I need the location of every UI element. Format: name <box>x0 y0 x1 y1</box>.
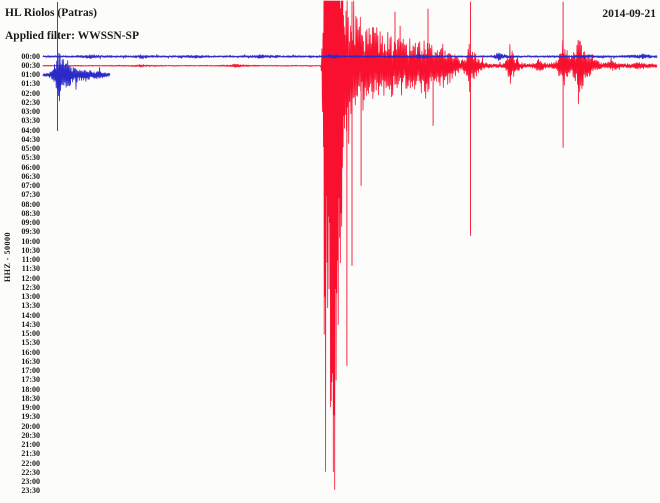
trace-row-0000 <box>42 52 658 61</box>
time-label: 05:30 <box>21 153 40 163</box>
time-label: 08:30 <box>21 208 40 218</box>
time-label: 11:30 <box>21 264 40 274</box>
time-label: 23:30 <box>21 486 40 496</box>
waveform <box>42 52 658 61</box>
waveform <box>42 0 658 490</box>
time-label: 04:00 <box>21 125 40 135</box>
time-label: 12:30 <box>21 282 40 292</box>
time-label: 05:00 <box>21 144 40 154</box>
time-label: 06:00 <box>21 162 40 172</box>
time-label: 10:30 <box>21 245 40 255</box>
time-label: 22:30 <box>21 467 40 477</box>
time-label: 03:00 <box>21 107 40 117</box>
time-label: 02:30 <box>21 97 40 107</box>
trace-row-0030 <box>42 0 658 490</box>
time-label: 16:00 <box>21 347 40 357</box>
time-label: 09:00 <box>21 218 40 228</box>
time-label: 13:30 <box>21 301 40 311</box>
time-label: 07:30 <box>21 190 40 200</box>
time-label: 19:00 <box>21 403 40 413</box>
time-label: 16:30 <box>21 356 40 366</box>
time-label: 00:00 <box>21 51 40 61</box>
time-label: 00:30 <box>21 60 40 70</box>
time-label: 13:00 <box>21 292 40 302</box>
time-label: 01:00 <box>21 70 40 79</box>
station-title: HL Riolos (Patras) <box>5 7 97 19</box>
time-label: 14:30 <box>21 319 40 329</box>
time-label: 12:00 <box>21 273 40 283</box>
time-label: 17:30 <box>21 375 40 385</box>
waveform <box>42 52 111 102</box>
time-label: 08:00 <box>21 199 40 209</box>
time-label: 17:00 <box>21 366 40 376</box>
time-label: 04:30 <box>21 134 40 144</box>
date-label: 2014-09-21 <box>602 8 656 20</box>
time-label: 11:00 <box>21 255 40 265</box>
time-label: 23:00 <box>21 477 40 487</box>
time-label: 15:30 <box>21 338 40 348</box>
time-label: 21:30 <box>21 449 40 459</box>
time-label: 20:30 <box>21 430 40 440</box>
filter-label: Applied filter: WWSSN-SP <box>5 30 139 42</box>
time-label: 03:30 <box>21 116 40 126</box>
time-label: 18:00 <box>21 384 40 394</box>
time-label: 21:00 <box>21 440 40 450</box>
time-label: 15:00 <box>21 329 40 339</box>
time-label: 01:30 <box>21 79 40 89</box>
time-label: 14:00 <box>21 310 40 320</box>
time-label: 06:30 <box>21 171 40 181</box>
time-label: 07:00 <box>21 181 40 191</box>
time-label: 19:30 <box>21 412 40 422</box>
time-label: 18:30 <box>21 393 40 403</box>
time-label: 02:00 <box>21 88 40 98</box>
time-label: 10:00 <box>21 236 40 246</box>
trace-row-0100 <box>42 2 111 131</box>
time-label: 09:30 <box>21 227 40 237</box>
time-label: 20:00 <box>21 421 40 431</box>
time-label: 22:00 <box>21 458 40 468</box>
